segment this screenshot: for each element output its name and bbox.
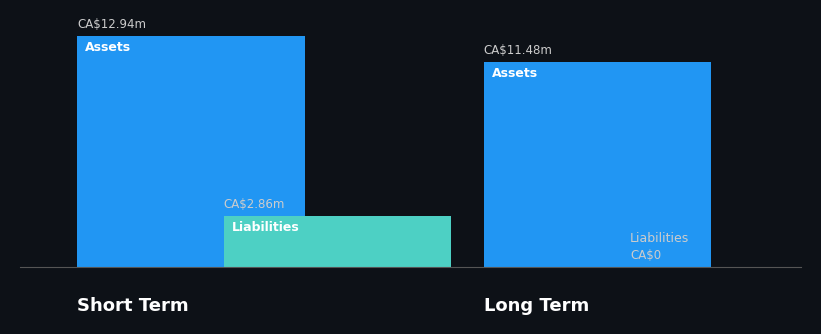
Text: Long Term: Long Term	[484, 297, 589, 315]
Text: Liabilities: Liabilities	[630, 232, 689, 245]
Text: CA$0: CA$0	[630, 249, 661, 262]
Text: CA$12.94m: CA$12.94m	[77, 18, 146, 31]
FancyBboxPatch shape	[77, 36, 305, 267]
Text: Liabilities: Liabilities	[232, 221, 300, 234]
Text: Short Term: Short Term	[77, 297, 189, 315]
Text: CA$11.48m: CA$11.48m	[484, 44, 553, 57]
Text: Assets: Assets	[85, 41, 131, 54]
Text: Assets: Assets	[492, 67, 538, 80]
FancyBboxPatch shape	[484, 62, 711, 267]
FancyBboxPatch shape	[223, 216, 451, 267]
Text: CA$2.86m: CA$2.86m	[223, 198, 285, 211]
